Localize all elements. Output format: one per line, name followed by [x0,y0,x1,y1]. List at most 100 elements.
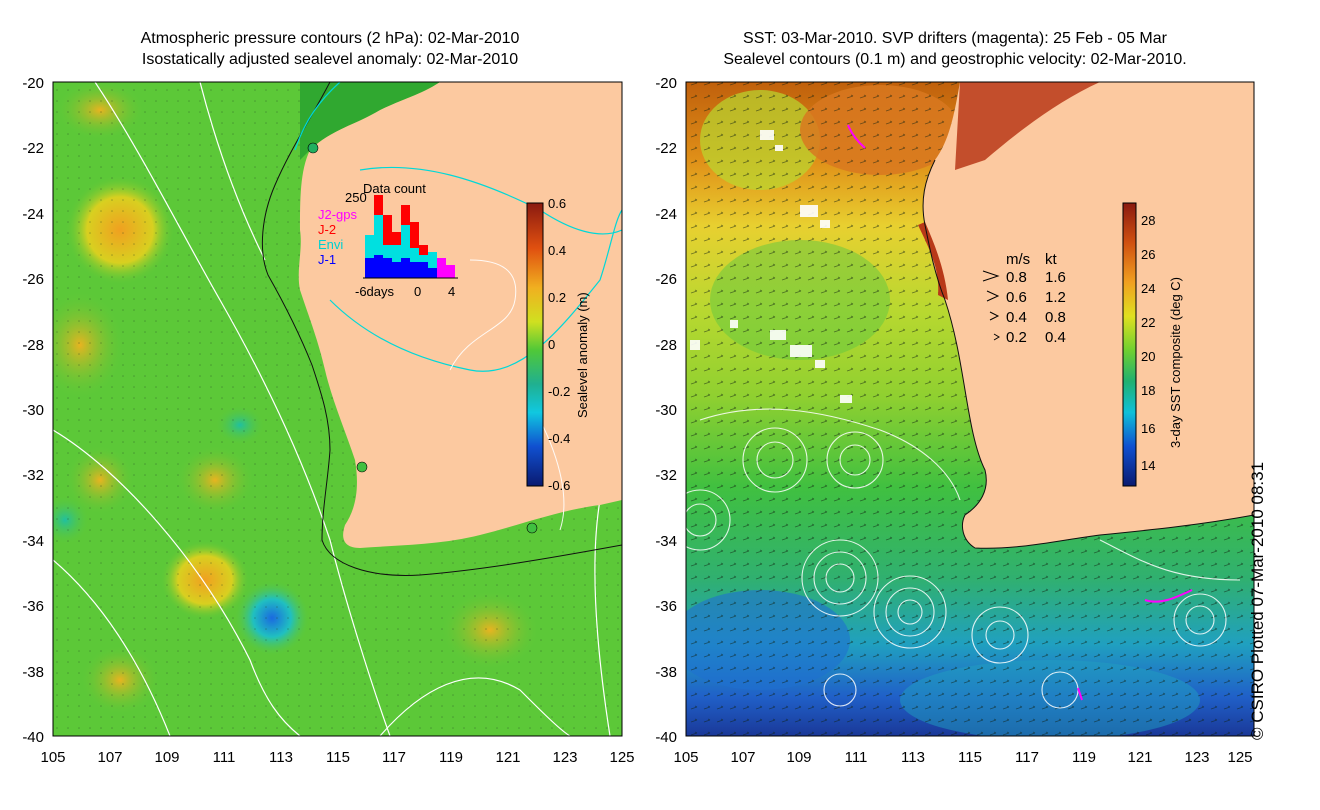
x-tick: 113 [901,749,925,766]
right-map [686,82,1254,736]
velocity-ms: 0.4 [1006,309,1027,326]
y-tick: -40 [655,729,677,746]
data-count-xlabel: 0 [414,284,421,299]
y-tick: -30 [655,402,677,419]
x-tick: 107 [730,749,755,766]
y-tick: -36 [22,598,44,615]
x-tick: 111 [845,749,868,766]
colorbar-label: 3-day SST composite (deg C) [1168,277,1183,448]
y-tick: -28 [22,337,44,354]
x-tick: 119 [1072,749,1096,766]
legend-envi: Envi [318,237,343,252]
velocity-ms: 0.8 [1006,269,1027,286]
x-tick: 109 [154,749,179,766]
y-tick: -22 [655,140,677,157]
x-tick: 123 [1184,749,1209,766]
colorbar-tick: 22 [1141,315,1155,330]
y-tick: -34 [655,533,677,550]
x-tick: 115 [958,749,982,766]
colorbar-tick: 0 [548,337,555,352]
x-tick: 121 [1127,749,1152,766]
right-colorbar: 28 26 24 22 20 18 16 14 3-day SST compos… [1122,202,1183,487]
sealevel-contours [686,408,1241,709]
legend-j2gps: J2-gps [318,207,358,222]
right-land-australia [923,82,1254,549]
data-count-title: Data count [363,181,426,196]
y-tick: -38 [22,664,44,681]
velocity-header-ms: m/s [1006,251,1030,268]
x-tick: 105 [673,749,698,766]
colorbar-tick: 0.6 [548,196,566,211]
right-y-axis: -20 -22 -24 -26 -28 -30 -32 -34 -36 -38 … [655,75,677,746]
velocity-ms: 0.6 [1006,289,1027,306]
right-panel-title-line2: Sealevel contours (0.1 m) and geostrophi… [723,51,1187,68]
velocity-kt: 1.2 [1045,289,1066,306]
x-tick: 113 [269,749,293,766]
shelf-contour [261,82,622,576]
colorbar-tick: -0.2 [548,384,570,399]
data-count-inset: 250 Data count J2-gps J-2 Envi J-1 -6day… [318,181,458,299]
y-tick: -32 [22,467,44,484]
colorbar-tick: 0.4 [548,243,566,258]
x-tick: 109 [786,749,811,766]
y-tick: -20 [22,75,44,92]
tide-gauge-marker [356,461,368,473]
data-count-xlabel: -6days [355,284,395,299]
colorbar-tick: 26 [1141,247,1155,262]
right-map-frame [685,81,1255,737]
colorbar-tick: 18 [1141,383,1155,398]
x-tick: 119 [439,749,463,766]
y-tick: -28 [655,337,677,354]
x-tick: 115 [326,749,350,766]
velocity-kt: 0.4 [1045,329,1066,346]
x-tick: 125 [609,749,634,766]
y-tick: -32 [655,467,677,484]
y-tick: -24 [655,206,677,223]
colorbar-tick: 14 [1141,458,1155,473]
colorbar-tick: 20 [1141,349,1155,364]
y-tick: -40 [22,729,44,746]
data-count-ymax: 250 [345,190,367,205]
left-y-axis: -20 -22 -24 -26 -28 -30 -32 -34 -36 -38 … [22,75,44,746]
right-x-axis: 105 107 109 111 113 115 117 119 121 123 … [673,749,1252,766]
y-tick: -22 [22,140,44,157]
colorbar-tick: 0.2 [548,290,566,305]
left-colorbar: 0.6 0.4 0.2 0 -0.2 -0.4 -0.6 Sealevel an… [526,196,590,493]
y-tick: -36 [655,598,677,615]
tide-gauge-marker [526,522,538,534]
x-tick: 125 [1227,749,1252,766]
tide-gauge-marker [307,142,319,154]
colorbar-tick: 28 [1141,213,1155,228]
colorbar-tick: -0.6 [548,478,570,493]
x-tick: 107 [97,749,122,766]
y-tick: -26 [22,271,44,288]
colorbar-tick: -0.4 [548,431,570,446]
legend-j2: J-2 [318,222,336,237]
x-tick: 123 [552,749,577,766]
left-map-frame [52,81,623,737]
y-tick: -38 [655,664,677,681]
data-count-bars [365,195,455,278]
y-tick: -26 [655,271,677,288]
x-tick: 117 [1015,749,1039,766]
right-panel-title-line1: SST: 03-Mar-2010. SVP drifters (magenta)… [743,30,1167,47]
velocity-arrow-08 [982,270,1000,282]
y-tick: -24 [22,206,44,223]
left-panel-title-line2: Isostatically adjusted sealevel anomaly:… [141,51,519,68]
y-tick: -20 [655,75,677,92]
y-tick: -30 [22,402,44,419]
velocity-arrow-02 [993,333,1000,341]
x-tick: 105 [40,749,65,766]
legend-j1: J-1 [318,252,336,267]
cloud-mask [690,130,852,403]
x-tick: 121 [495,749,520,766]
velocity-ms: 0.2 [1006,329,1027,346]
left-x-axis: 105 107 109 111 113 115 117 119 121 123 … [40,749,634,766]
x-tick: 117 [382,749,406,766]
svp-drifter-tracks [847,124,1193,701]
y-tick: -34 [22,533,44,550]
velocity-arrow-04 [989,311,1000,321]
velocity-kt: 0.8 [1045,309,1066,326]
csiro-credit: © CSIRO Plotted 07-Mar-2010 08:31 [1248,461,1267,740]
